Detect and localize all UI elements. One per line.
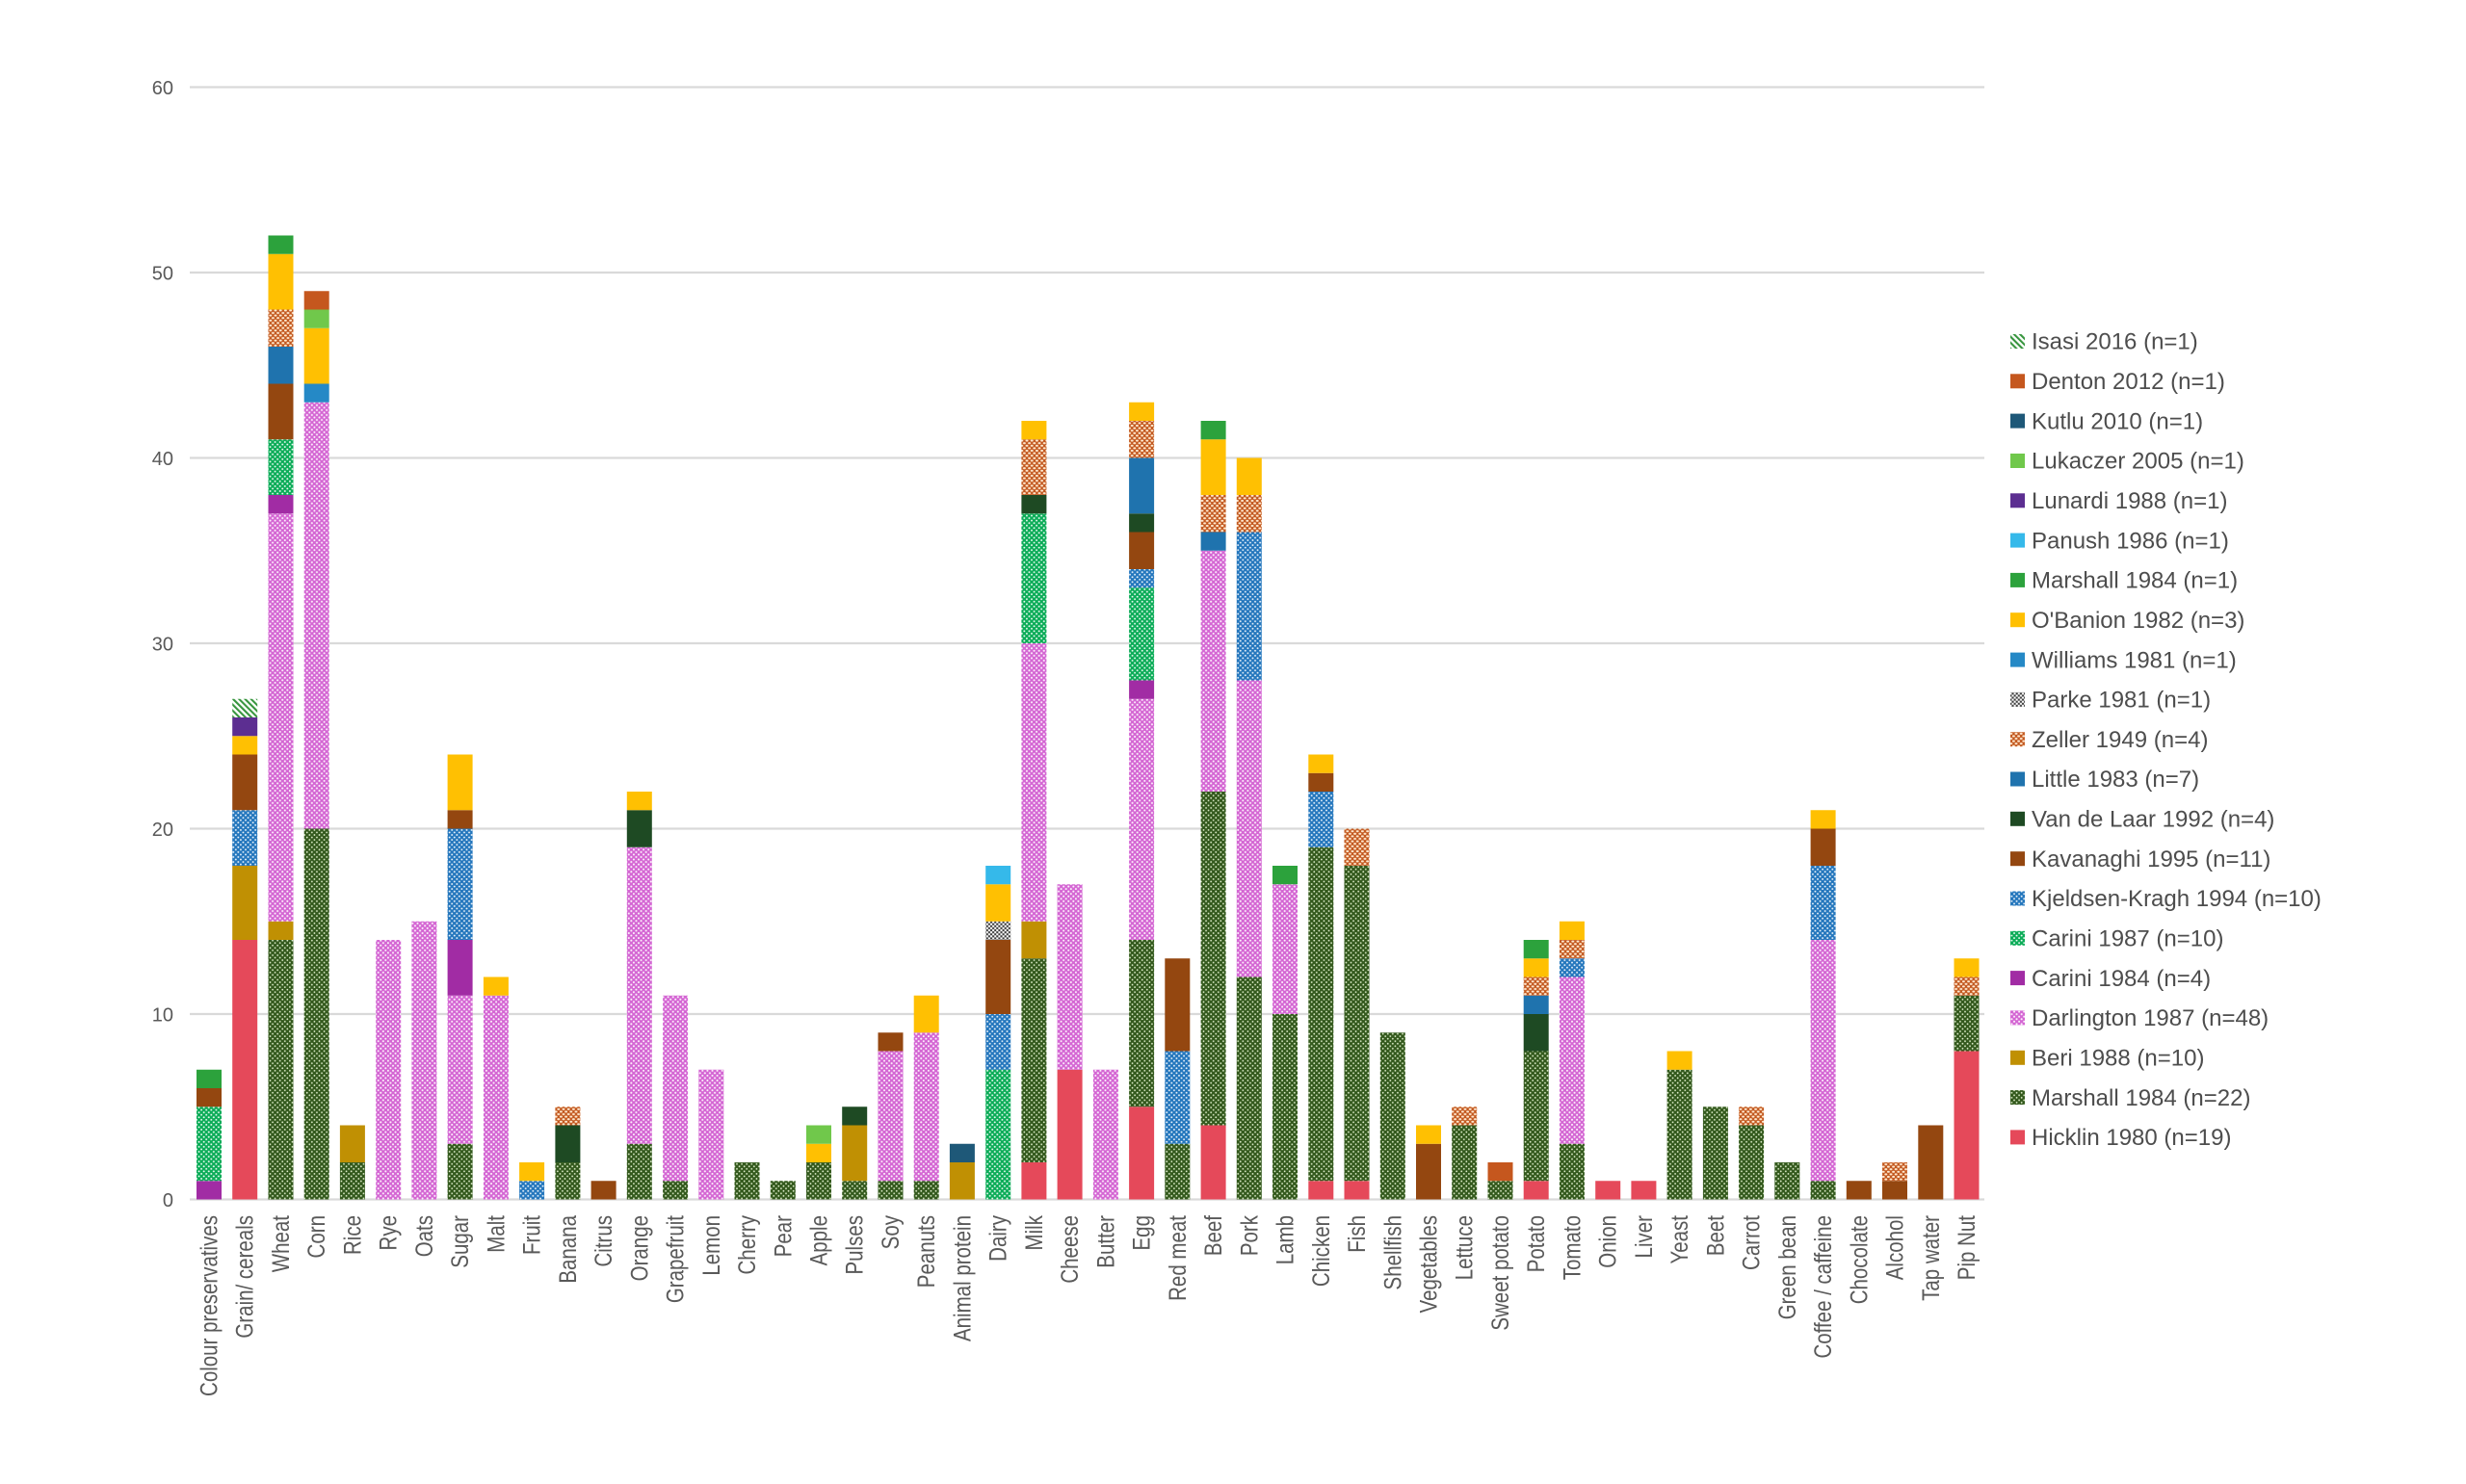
- svg-text:Fish: Fish: [1343, 1215, 1370, 1253]
- svg-text:Soy: Soy: [877, 1214, 904, 1249]
- svg-text:Pulses: Pulses: [841, 1215, 868, 1275]
- svg-text:Pear: Pear: [769, 1215, 796, 1258]
- svg-text:Banana: Banana: [554, 1215, 581, 1284]
- svg-text:Pip Nut: Pip Nut: [1953, 1214, 1980, 1280]
- svg-text:Coffee / caffeine: Coffee / caffeine: [1809, 1215, 1836, 1359]
- svg-text:Beet: Beet: [1701, 1214, 1728, 1256]
- svg-text:50: 50: [152, 263, 173, 284]
- svg-text:Wheat: Wheat: [267, 1214, 294, 1272]
- svg-text:Sweet potato: Sweet potato: [1486, 1215, 1513, 1331]
- svg-text:Kavanaghi 1995 (n=11): Kavanaghi 1995 (n=11): [2032, 846, 2270, 872]
- svg-text:Cherry: Cherry: [733, 1214, 760, 1274]
- svg-text:Grapefruit: Grapefruit: [662, 1214, 689, 1303]
- svg-text:Cheese: Cheese: [1056, 1215, 1083, 1284]
- svg-text:Onion: Onion: [1594, 1215, 1621, 1268]
- svg-text:Orange: Orange: [625, 1215, 652, 1281]
- svg-text:O'Banion 1982 (n=3): O'Banion 1982 (n=3): [2032, 608, 2244, 634]
- svg-text:Carrot: Carrot: [1738, 1214, 1765, 1270]
- svg-text:Lamb: Lamb: [1272, 1215, 1299, 1264]
- svg-text:Yeast: Yeast: [1666, 1214, 1692, 1263]
- svg-text:Zeller 1949 (n=4): Zeller 1949 (n=4): [2032, 727, 2208, 753]
- svg-text:Marshall 1984 (n=1): Marshall 1984 (n=1): [2032, 568, 2238, 594]
- svg-text:Corn: Corn: [302, 1215, 329, 1258]
- svg-text:Malt: Malt: [482, 1214, 509, 1252]
- svg-text:Carini 1984 (n=4): Carini 1984 (n=4): [2032, 966, 2211, 992]
- svg-text:60: 60: [152, 78, 173, 99]
- svg-text:Oats: Oats: [410, 1215, 437, 1257]
- svg-text:Vegetables: Vegetables: [1415, 1215, 1442, 1313]
- svg-text:Shellfish: Shellfish: [1378, 1215, 1405, 1289]
- svg-text:Pork: Pork: [1235, 1215, 1262, 1257]
- svg-text:Little 1983 (n=7): Little 1983 (n=7): [2032, 767, 2199, 793]
- svg-text:Beri 1988 (n=10): Beri 1988 (n=10): [2032, 1046, 2204, 1072]
- svg-text:Apple: Apple: [805, 1215, 832, 1265]
- svg-text:Milk: Milk: [1020, 1214, 1047, 1250]
- svg-text:Citrus: Citrus: [590, 1215, 616, 1267]
- svg-text:Van de Laar 1992 (n=4): Van de Laar 1992 (n=4): [2032, 807, 2274, 833]
- svg-text:Lunardi 1988 (n=1): Lunardi 1988 (n=1): [2032, 488, 2227, 514]
- svg-text:Denton 2012 (n=1): Denton 2012 (n=1): [2032, 369, 2225, 395]
- svg-text:40: 40: [152, 449, 173, 470]
- svg-text:Butter: Butter: [1091, 1215, 1118, 1268]
- svg-text:Tap water: Tap water: [1917, 1215, 1944, 1301]
- svg-text:Animal protein: Animal protein: [948, 1215, 975, 1341]
- svg-text:30: 30: [152, 634, 173, 655]
- svg-text:Fruit: Fruit: [518, 1214, 545, 1255]
- svg-text:Grain/ cereals: Grain/ cereals: [231, 1215, 258, 1339]
- svg-text:Rice: Rice: [338, 1215, 365, 1255]
- svg-text:Kutlu 2010 (n=1): Kutlu 2010 (n=1): [2032, 408, 2203, 434]
- svg-text:0: 0: [163, 1190, 173, 1211]
- svg-text:Alcohol: Alcohol: [1881, 1215, 1908, 1280]
- svg-text:Marshall 1984 (n=22): Marshall 1984 (n=22): [2032, 1085, 2250, 1111]
- svg-text:Tomato: Tomato: [1558, 1215, 1585, 1280]
- svg-text:Chocolate: Chocolate: [1845, 1215, 1872, 1304]
- svg-text:Darlington 1987 (n=48): Darlington 1987 (n=48): [2032, 1005, 2269, 1031]
- svg-text:10: 10: [152, 1004, 173, 1026]
- svg-text:Liver: Liver: [1630, 1215, 1657, 1259]
- svg-text:Rye: Rye: [375, 1215, 402, 1250]
- svg-text:Lemon: Lemon: [697, 1215, 724, 1276]
- svg-text:Red meat: Red meat: [1164, 1214, 1191, 1300]
- svg-text:Isasi 2016 (n=1): Isasi 2016 (n=1): [2032, 329, 2198, 355]
- svg-text:Carini 1987 (n=10): Carini 1987 (n=10): [2032, 926, 2223, 952]
- svg-text:Lukaczer 2005 (n=1): Lukaczer 2005 (n=1): [2032, 449, 2244, 475]
- svg-text:Panush 1986 (n=1): Panush 1986 (n=1): [2032, 528, 2229, 554]
- svg-text:Chicken: Chicken: [1307, 1215, 1334, 1287]
- svg-text:20: 20: [152, 820, 173, 841]
- svg-text:Green bean: Green bean: [1773, 1215, 1800, 1319]
- svg-text:Williams 1981 (n=1): Williams 1981 (n=1): [2032, 647, 2237, 673]
- svg-text:Beef: Beef: [1199, 1214, 1226, 1256]
- svg-text:Kjeldsen-Kragh 1994 (n=10): Kjeldsen-Kragh 1994 (n=10): [2032, 886, 2322, 912]
- svg-text:Hicklin 1980 (n=19): Hicklin 1980 (n=19): [2032, 1125, 2231, 1151]
- svg-text:Potato: Potato: [1522, 1215, 1549, 1272]
- svg-text:Peanuts: Peanuts: [912, 1215, 939, 1288]
- svg-text:Sugar: Sugar: [446, 1215, 473, 1268]
- svg-text:Parke 1981 (n=1): Parke 1981 (n=1): [2032, 688, 2211, 714]
- svg-text:Dairy: Dairy: [984, 1214, 1011, 1261]
- svg-text:Egg: Egg: [1128, 1215, 1155, 1250]
- svg-text:Colour preservatives: Colour preservatives: [196, 1215, 223, 1396]
- svg-text:Lettuce: Lettuce: [1451, 1215, 1478, 1280]
